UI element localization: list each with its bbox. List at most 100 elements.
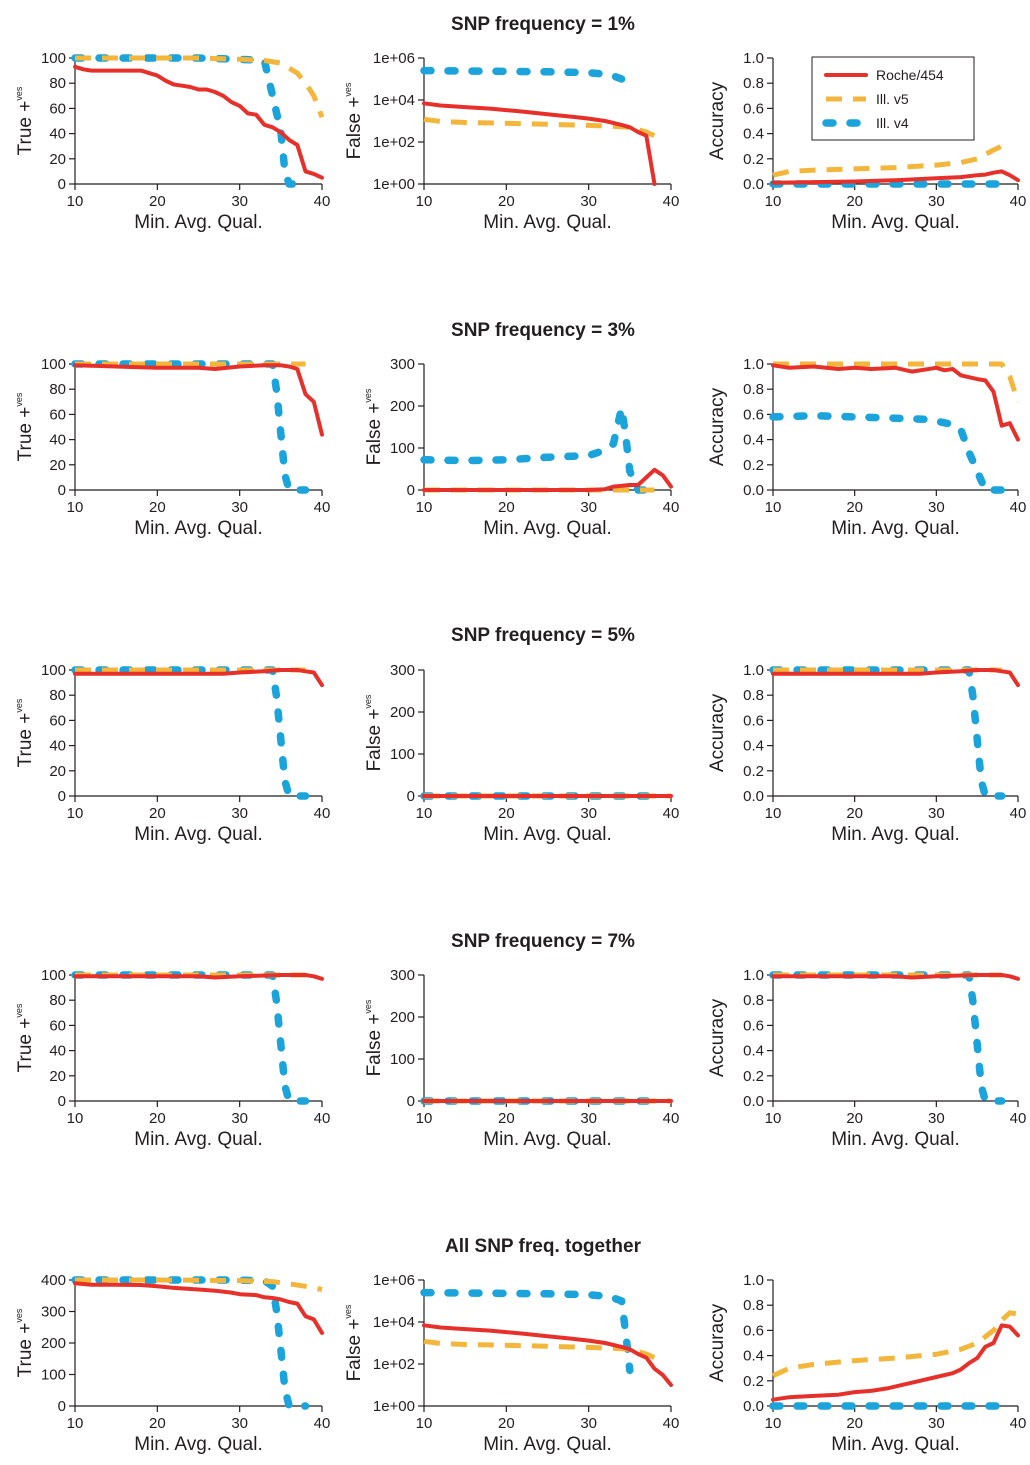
y-tick-label: 60 [49,100,66,117]
x-tick-label: 10 [67,499,84,516]
x-tick-label: 20 [149,499,166,516]
x-tick-label: 30 [580,499,597,516]
x-tick-label: 30 [928,193,945,210]
y-tick-label: 0.2 [743,1068,764,1085]
panel-acc: 0.0 0.2 0.4 0.6 0.8 1.0 10 20 30 40 Min. Avg. Qual… [707,662,1026,845]
y-tick-label: 0 [58,176,66,193]
y-axis-label: Accuracy [707,998,728,1077]
y-axis-label-superscript: ves [343,82,353,97]
y-tick-label: 300 [390,662,415,679]
series-line-v4 [71,666,310,800]
y-axis-label-superscript: ves [14,392,24,407]
x-tick-label: 10 [67,1415,84,1432]
y-tick-label: 0.4 [743,432,764,449]
x-tick-label: 40 [1010,1110,1027,1127]
x-tick-label: 20 [498,1415,515,1432]
y-axis-label-main: False + [364,709,385,772]
y-tick-label: 0.8 [743,381,764,398]
x-tick-label: 30 [928,1110,945,1127]
x-tick-label: 20 [846,1415,863,1432]
row-title: SNP frequency = 5% [451,625,635,646]
x-axis-label: Min. Avg. Qual. [134,212,263,233]
x-tick-label: 20 [149,1110,166,1127]
y-axis-label-main: True + [15,1018,36,1073]
panel-fp: 1e+00 1e+02 1e+04 1e+06 10 20 30 40 Min. Avg. Qu… [343,1272,679,1455]
y-axis-label: True +ves [14,1308,36,1377]
x-tick-label: 40 [663,499,680,516]
series-line-roche [422,101,657,186]
series-line-v4 [420,404,659,494]
x-tick-label: 30 [231,499,248,516]
x-tick-label: 30 [580,1110,597,1127]
row-title: SNP frequency = 7% [451,931,635,952]
y-tick-label: 0.8 [743,75,764,92]
x-tick-label: 20 [149,193,166,210]
series-line-roche [771,363,1020,442]
series-line-v5 [75,55,325,119]
y-axis-label-main: False + [344,1319,365,1382]
series-line-v4 [769,666,1006,800]
panel-acc: 0.0 0.2 0.4 0.6 0.8 1.0 10 20 30 40 Min. Avg. Qual… [707,50,1026,233]
x-axis-label: Min. Avg. Qual. [134,1129,263,1150]
x-tick-label: 40 [1010,1415,1027,1432]
y-tick-label: 0 [58,1398,66,1415]
series-line-v4 [420,1288,634,1375]
x-tick-label: 30 [231,805,248,822]
y-tick-label: 1e+04 [373,1314,415,1331]
row-title: SNP frequency = 3% [451,320,635,341]
y-tick-label: 60 [49,712,66,729]
x-tick-label: 40 [314,499,331,516]
x-tick-label: 40 [663,805,680,822]
y-axis-label: True +ves [14,86,36,155]
series-line-v4 [769,971,1006,1105]
x-tick-label: 30 [928,805,945,822]
y-tick-label: 0 [58,1093,66,1110]
legend-label: Ill. v4 [876,115,909,131]
y-axis-label-main: Accuracy [707,1303,728,1382]
y-tick-label: 1e+00 [373,176,415,193]
y-tick-label: 80 [49,687,66,704]
legend-label: Roche/454 [876,67,944,83]
y-axis-label-main: True + [15,101,36,156]
y-axis-label-superscript: ves [343,1304,353,1319]
series-line-v5 [772,143,1003,178]
y-axis-label: False +ves [363,999,385,1076]
y-axis-label: False +ves [343,1304,365,1381]
y-axis-label: False +ves [363,388,385,465]
y-tick-label: 100 [41,1367,66,1384]
y-tick-label: 0.8 [743,687,764,704]
y-tick-label: 200 [41,1335,66,1352]
y-tick-label: 100 [41,50,66,67]
x-axis-label: Min. Avg. Qual. [831,212,960,233]
y-tick-label: 0.0 [743,1398,764,1415]
series-line-v5 [423,1338,656,1360]
x-tick-label: 20 [846,499,863,516]
x-axis-label: Min. Avg. Qual. [831,1434,960,1455]
x-axis-label: Min. Avg. Qual. [831,518,960,539]
x-tick-label: 10 [67,193,84,210]
series-line-roche [422,467,673,492]
x-tick-label: 10 [765,1415,782,1432]
panel-fp: 0 100 200 300 10 20 30 40 Min. Avg. Qual. False +… [363,662,679,845]
series-line-roche [73,363,324,437]
x-tick-label: 30 [928,499,945,516]
x-tick-label: 20 [498,805,515,822]
y-tick-label: 400 [41,1272,66,1289]
y-axis-label: False +ves [343,82,365,159]
series-line-v4 [420,66,626,83]
y-tick-label: 0.8 [743,1297,764,1314]
x-tick-label: 10 [765,499,782,516]
x-tick-label: 10 [416,1415,433,1432]
series-line-v4 [71,360,310,494]
y-axis-label: Accuracy [707,693,728,772]
y-tick-label: 1e+00 [373,1398,415,1415]
y-axis-label-superscript: ves [363,388,373,403]
y-tick-label: 100 [390,746,415,763]
x-tick-label: 20 [149,805,166,822]
y-tick-label: 40 [49,1043,66,1060]
y-tick-label: 0.2 [743,151,764,168]
x-tick-label: 40 [1010,193,1027,210]
x-axis-label: Min. Avg. Qual. [483,518,612,539]
y-tick-label: 100 [41,356,66,373]
